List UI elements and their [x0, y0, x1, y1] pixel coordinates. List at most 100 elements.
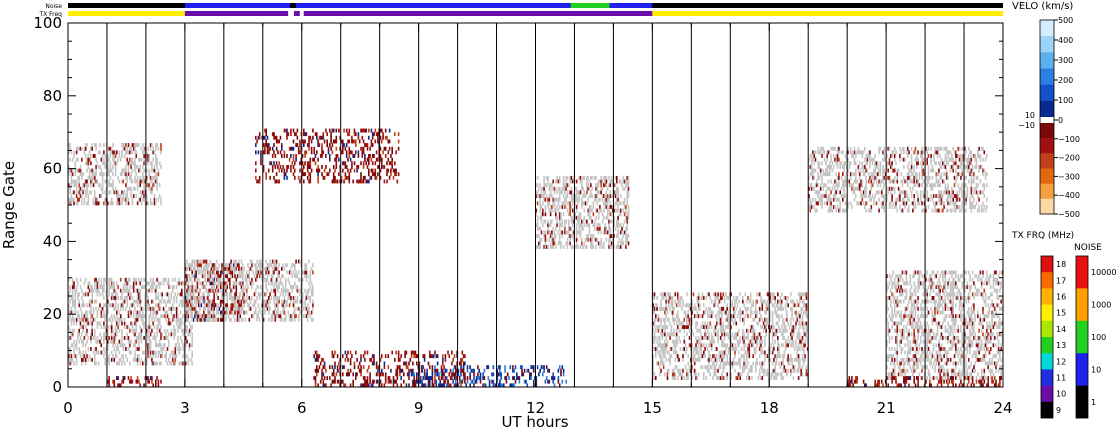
data-cell	[309, 296, 312, 300]
data-cell	[234, 266, 236, 271]
data-cell	[186, 266, 188, 271]
data-cell	[244, 310, 247, 315]
data-cell	[273, 310, 275, 315]
data-cell	[549, 223, 552, 228]
data-cell	[366, 143, 369, 147]
data-cell	[179, 325, 182, 329]
data-cell	[379, 379, 382, 384]
data-cell	[318, 168, 321, 173]
data-cell	[569, 234, 571, 238]
data-cell	[231, 266, 234, 271]
data-cell	[697, 357, 700, 362]
data-cell	[577, 190, 579, 195]
data-cell	[317, 354, 319, 359]
data-cell	[108, 179, 110, 184]
data-cell	[191, 259, 193, 264]
data-cell	[92, 306, 95, 311]
data-cell	[197, 299, 200, 304]
data-cell	[442, 354, 444, 359]
data-cell	[113, 288, 116, 293]
data-cell	[308, 172, 310, 177]
data-cell	[627, 234, 630, 238]
data-cell	[75, 317, 78, 322]
data-cell	[73, 183, 75, 188]
data-cell	[570, 245, 573, 249]
data-cell	[704, 336, 706, 340]
data-cell	[561, 186, 564, 191]
data-cell	[719, 321, 722, 326]
data-cell	[268, 263, 270, 268]
data-cell	[71, 281, 74, 286]
data-cell	[83, 357, 86, 362]
data-cell	[299, 259, 301, 264]
data-cell	[322, 175, 325, 180]
data-cell	[691, 365, 693, 370]
data-cell	[553, 230, 556, 235]
data-cell	[238, 314, 240, 319]
data-cell	[721, 339, 723, 344]
data-cell	[601, 186, 604, 191]
data-cell	[679, 328, 682, 333]
data-cell	[309, 299, 312, 304]
data-cell	[569, 205, 571, 209]
data-cell	[370, 383, 373, 388]
data-cell	[82, 354, 84, 359]
data-cell	[191, 263, 193, 268]
data-cell	[666, 368, 669, 373]
data-cell	[171, 303, 174, 308]
data-cell	[366, 383, 369, 388]
data-cell	[655, 314, 657, 319]
data-cell	[117, 347, 119, 351]
data-cell	[227, 314, 230, 319]
data-cell	[81, 361, 83, 366]
data-cell	[675, 336, 678, 340]
data-cell	[199, 259, 201, 264]
data-cell	[207, 270, 209, 275]
data-cell	[558, 223, 561, 228]
data-cell	[579, 230, 582, 235]
data-cell	[460, 357, 462, 362]
data-cell	[455, 372, 457, 377]
data-cell	[229, 285, 231, 289]
data-cell	[360, 372, 362, 377]
data-cell	[74, 310, 77, 315]
data-cell	[680, 376, 683, 380]
data-cell	[683, 310, 686, 315]
data-cell	[316, 368, 318, 373]
data-cell	[277, 274, 279, 279]
data-cell	[95, 277, 97, 282]
data-cell	[306, 310, 309, 315]
data-cell	[73, 299, 75, 304]
data-cell	[377, 132, 379, 137]
data-cell	[197, 314, 200, 319]
data-cell	[135, 194, 138, 198]
data-cell	[375, 361, 378, 366]
data-cell	[107, 201, 109, 206]
data-cell	[608, 223, 610, 228]
data-cell	[314, 357, 317, 362]
data-cell	[158, 350, 161, 355]
data-cell	[188, 266, 191, 271]
data-cell	[238, 310, 240, 315]
data-cell	[265, 285, 267, 289]
data-cell	[148, 168, 151, 173]
data-cell	[117, 157, 119, 162]
data-cell	[373, 357, 375, 362]
data-cell	[227, 263, 230, 268]
data-cell	[242, 306, 244, 311]
data-cell	[592, 234, 595, 238]
data-cell	[713, 361, 715, 366]
data-cell	[464, 379, 466, 384]
data-cell	[158, 321, 161, 326]
data-cell	[613, 183, 615, 188]
data-cell	[513, 368, 515, 373]
data-cell	[438, 376, 440, 380]
data-cell	[675, 332, 678, 337]
data-cell	[129, 339, 131, 344]
data-cell	[666, 306, 669, 311]
data-cell	[660, 343, 662, 348]
data-cell	[739, 292, 741, 297]
data-cell	[112, 354, 114, 359]
data-cell	[349, 157, 352, 162]
data-cell	[226, 281, 228, 286]
